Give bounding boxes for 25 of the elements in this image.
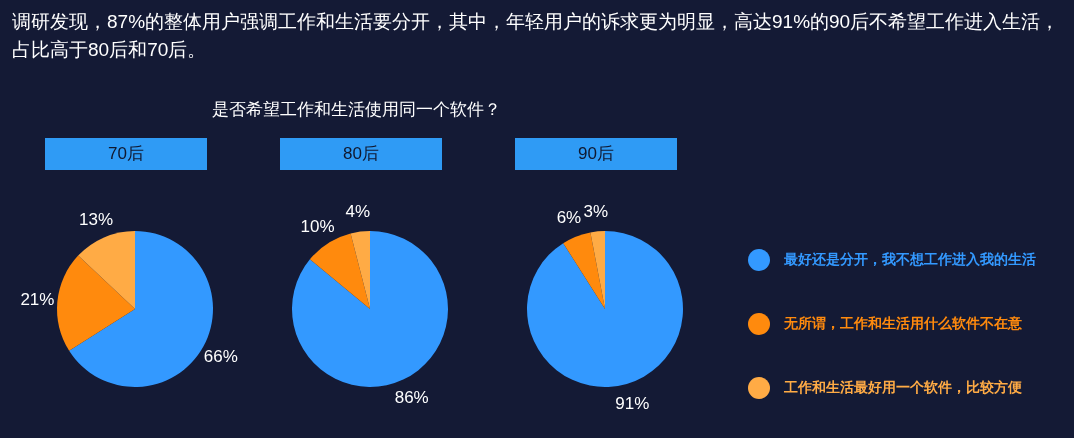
data-label: 21% <box>20 290 55 310</box>
pie-slice <box>563 232 605 309</box>
data-label: 4% <box>345 202 371 222</box>
data-label: 6% <box>556 208 582 228</box>
pie-slice <box>527 231 683 387</box>
text: 是否希望工作和生活使用同一个软件？ <box>212 99 501 121</box>
pie-slice <box>350 231 370 309</box>
chart-title: 90后 <box>515 138 677 170</box>
data-label: 13% <box>79 209 114 229</box>
legend-label: 工作和生活最好用一个软件，比较方便 <box>784 379 1022 397</box>
pie-slice <box>78 231 135 309</box>
pie-slice <box>57 255 135 351</box>
data-label: 86% <box>394 388 429 408</box>
data-label: 91% <box>615 393 650 413</box>
data-label: 10% <box>300 216 335 236</box>
pie-slice <box>590 231 605 309</box>
text: 调研发现，87%的整体用户强调工作和生活要分开，其中，年轻用户的诉求更为明显，高达91%的90后不希望工作进入生活，占比高于80后和70后。 <box>12 10 1061 62</box>
data-label: 66% <box>203 346 238 366</box>
data-label: 3% <box>583 201 609 221</box>
legend-label: 最好还是分开，我不想工作进入我的生活 <box>784 251 1036 269</box>
pie-slice <box>309 233 370 309</box>
legend-label: 无所谓，工作和生活用什么软件不在意 <box>784 315 1022 333</box>
chart-title: 70后 <box>45 138 207 170</box>
pie-slice <box>292 231 448 387</box>
chart-title: 80后 <box>280 138 442 170</box>
